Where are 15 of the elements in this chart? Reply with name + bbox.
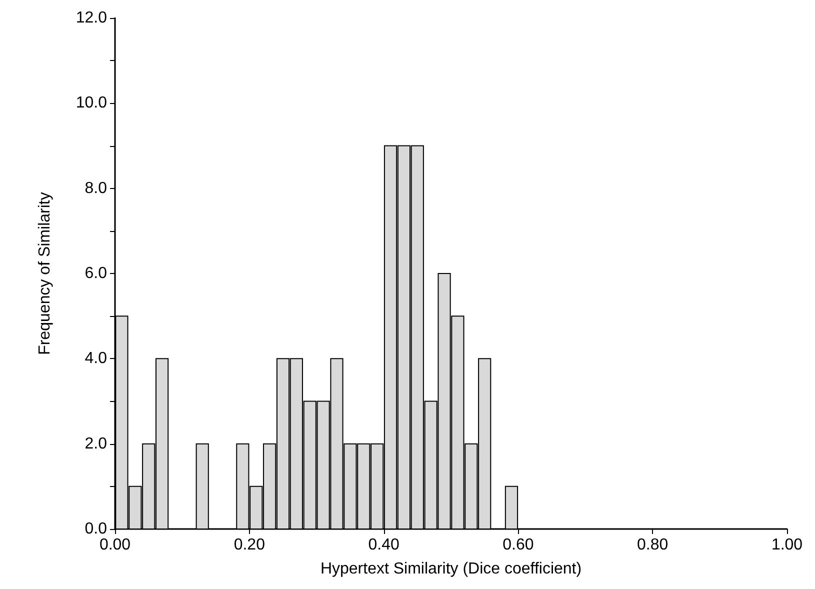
y-tick-label: 6.0: [84, 265, 108, 282]
x-tick-label: 0.00: [99, 536, 131, 554]
y-tick-label: 0.0: [84, 520, 108, 538]
y-tick-label: 8.0: [84, 180, 108, 197]
y-tick-label: 2.0: [84, 435, 108, 452]
y-tick-label: 4.0: [84, 350, 108, 368]
y-tick-label: 12.0: [76, 10, 108, 26]
x-tick-label: 0.40: [368, 536, 400, 554]
x-tick-label: 0.60: [502, 536, 534, 554]
x-tick-label: 1.00: [771, 536, 803, 554]
y-tick-label: 10.0: [76, 94, 108, 112]
x-axis-title: Hypertext Similarity (Dice coefficient): [320, 560, 582, 578]
x-tick-label: 0.20: [234, 536, 266, 554]
x-tick-label: 0.80: [637, 536, 668, 554]
y-axis-title: Frequency of Similarity: [36, 192, 54, 355]
